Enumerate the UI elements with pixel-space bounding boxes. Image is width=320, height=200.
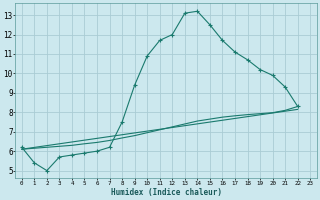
X-axis label: Humidex (Indice chaleur): Humidex (Indice chaleur) <box>110 188 221 197</box>
